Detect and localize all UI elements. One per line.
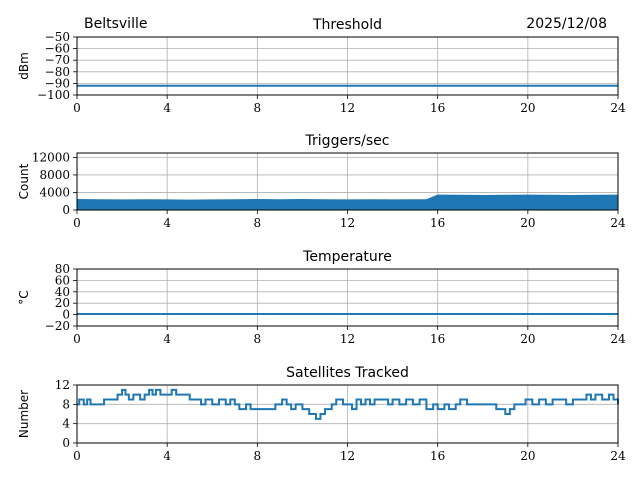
y-tick-label: −60 [45, 42, 70, 56]
y-tick-label: 80 [55, 262, 70, 276]
chart-panel: Threshold 0 4 8 12 16 20 24 −100−90−80−70−60−50 d… [17, 17, 626, 115]
y-tick-label: −20 [45, 319, 70, 333]
x-tick-label: 16 [430, 332, 445, 346]
y-tick-label: 8000 [39, 168, 70, 182]
x-tick-label: 4 [163, 332, 171, 346]
x-tick-label: 0 [73, 449, 81, 463]
y-tick-label: 0 [62, 308, 70, 322]
header-location: Beltsville [84, 16, 147, 32]
x-tick-label: 24 [610, 216, 626, 230]
chart-title: Temperature [302, 249, 392, 265]
y-tick-label: −100 [37, 88, 70, 102]
y-tick-label: 12 [55, 378, 70, 392]
x-tick-label: 20 [520, 101, 535, 115]
x-tick-label: 24 [610, 101, 626, 115]
chart-panel: Satellites Tracked 0 4 8 12 16 20 24 0 4 8 12 Number [17, 365, 626, 463]
chart-panel: Triggers/sec 0 4 8 12 16 20 24 0 4000 8000 12000Cou… [17, 133, 626, 230]
x-tick-label: 12 [340, 332, 355, 346]
x-tick-label: 24 [610, 449, 626, 463]
header-date: 2025/12/08 [526, 16, 607, 32]
x-tick-label: 12 [340, 101, 355, 115]
x-tick-label: 8 [254, 449, 262, 463]
x-tick-label: 8 [254, 101, 262, 115]
x-tick-label: 8 [254, 332, 262, 346]
y-tick-label: −80 [45, 65, 70, 79]
x-tick-label: 16 [430, 101, 445, 115]
y-tick-label: −90 [45, 76, 70, 90]
y-axis-label: dBm [17, 52, 31, 80]
x-tick-label: 12 [340, 216, 355, 230]
x-tick-label: 12 [340, 449, 355, 463]
series-fill [77, 203, 618, 210]
series-line [77, 388, 619, 420]
y-axis-label: Count [17, 163, 31, 199]
y-tick-label: 12000 [32, 150, 70, 164]
x-tick-label: 0 [73, 216, 81, 230]
x-tick-label: 16 [430, 449, 445, 463]
chart-title: Threshold [312, 17, 382, 33]
x-tick-label: 20 [520, 449, 535, 463]
x-tick-label: 8 [254, 216, 262, 230]
y-tick-label: 60 [55, 273, 70, 287]
x-tick-label: 4 [163, 449, 171, 463]
x-tick-label: 4 [163, 101, 171, 115]
y-tick-label: 20 [55, 296, 70, 310]
chart-title: Triggers/sec [305, 133, 390, 149]
x-tick-label: 0 [73, 101, 81, 115]
chart-title: Satellites Tracked [286, 365, 409, 381]
chart-panels: Threshold 0 4 8 12 16 20 24 −100−90−80−70−60−50 d… [17, 17, 626, 463]
x-tick-label: 16 [430, 216, 445, 230]
x-tick-label: 0 [73, 332, 81, 346]
y-tick-label: −70 [45, 53, 70, 67]
y-tick-label: 8 [62, 397, 70, 411]
x-tick-label: 24 [610, 332, 626, 346]
y-tick-label: −50 [45, 30, 70, 44]
x-tick-label: 20 [520, 216, 535, 230]
y-tick-label: 4 [62, 417, 70, 431]
x-tick-label: 4 [163, 216, 171, 230]
y-tick-label: 4000 [39, 185, 70, 199]
y-tick-label: 0 [62, 436, 70, 450]
y-axis-label: °C [17, 290, 31, 304]
y-axis-label: Number [17, 390, 31, 438]
x-tick-label: 20 [520, 332, 535, 346]
y-tick-label: 40 [55, 285, 70, 299]
y-tick-label: 0 [62, 203, 70, 217]
